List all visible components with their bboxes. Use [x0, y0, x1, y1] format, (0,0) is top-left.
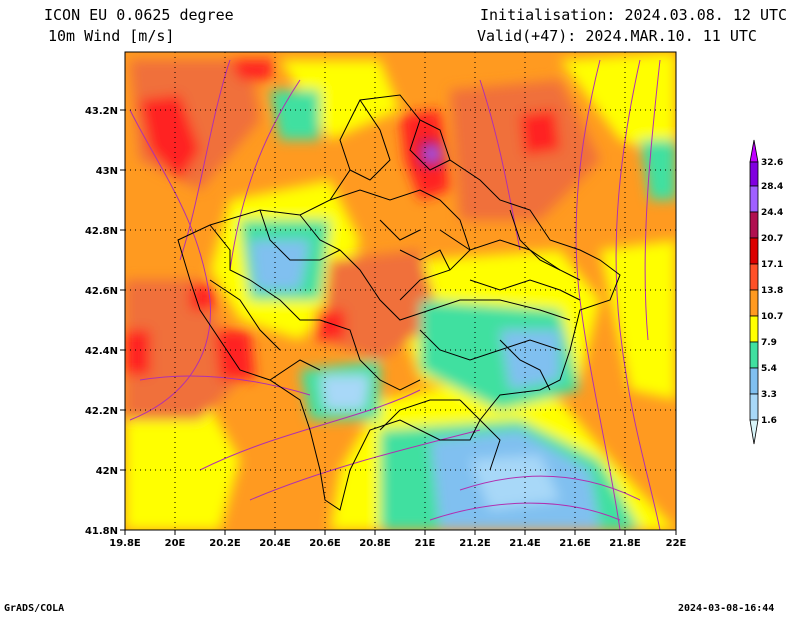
colorbar-swatch [749, 341, 759, 369]
software-credit: GrADS/COLA [4, 603, 65, 614]
colorbar [749, 139, 759, 445]
initialisation-time: Initialisation: 2024.03.08. 12 UTC [480, 6, 788, 24]
map-frame [124, 51, 677, 531]
colorbar-label: 1.6 [761, 416, 777, 426]
lat-tick-label: 42N [96, 466, 118, 477]
colorbar-label: 13.8 [761, 286, 783, 296]
lat-tick-label: 42.4N [85, 346, 118, 357]
colorbar-swatch [749, 393, 759, 421]
lat-tick-label: 41.8N [85, 526, 118, 537]
colorbar-label: 24.4 [761, 208, 783, 218]
lon-tick-label: 20.4E [259, 538, 291, 549]
lon-tick-label: 20.2E [209, 538, 241, 549]
colorbar-swatch [749, 315, 759, 343]
lat-tick-label: 43N [96, 166, 118, 177]
variable-title: 10m Wind [m/s] [48, 27, 175, 45]
colorbar-swatch [749, 211, 759, 239]
lon-tick-label: 20.6E [309, 538, 341, 549]
colorbar-label: 7.9 [761, 338, 777, 348]
lon-tick-label: 19.8E [109, 538, 141, 549]
lon-tick-label: 22E [666, 538, 687, 549]
streamlines [129, 59, 661, 530]
lon-tick-label: 21.2E [459, 538, 491, 549]
lat-tick-label: 42.2N [85, 406, 118, 417]
colorbar-label: 3.3 [761, 390, 777, 400]
generation-timestamp: 2024-03-08-16:44 [678, 603, 775, 614]
colorbar-labels: 1.6 3.3 5.4 7.9 10.7 13.8 17.1 20.7 24.4… [761, 158, 783, 426]
lat-tick-label: 42.6N [85, 286, 118, 297]
colorbar-top-arrow [749, 139, 759, 163]
colorbar-swatch [749, 237, 759, 265]
colorbar-label: 32.6 [761, 158, 783, 168]
lon-tick-label: 21.4E [509, 538, 541, 549]
lon-tick-label: 21.6E [559, 538, 591, 549]
lat-tick-labels: 41.8N 42N 42.2N 42.4N 42.6N 42.8N 43N 43… [85, 106, 118, 537]
boundaries [177, 94, 621, 511]
gridlines [125, 52, 676, 530]
valid-time: Valid(+47): 2024.MAR.10. 11 UTC [477, 27, 757, 45]
lon-tick-labels: 19.8E 20E 20.2E 20.4E 20.6E 20.8E 21E 21… [109, 538, 686, 549]
colorbar-label: 28.4 [761, 182, 783, 192]
wind-speed-field [125, 52, 676, 530]
colorbar-swatch [749, 185, 759, 213]
colorbar-label: 10.7 [761, 312, 783, 322]
lat-tick-label: 43.2N [85, 106, 118, 117]
lon-tick-label: 21.8E [609, 538, 641, 549]
colorbar-swatch [749, 289, 759, 317]
colorbar-bottom-arrow [749, 419, 759, 445]
tick-marks [120, 109, 677, 535]
colorbar-swatch [749, 367, 759, 395]
lon-tick-label: 20.8E [359, 538, 391, 549]
model-title: ICON EU 0.0625 degree [44, 6, 234, 24]
colorbar-swatch [749, 263, 759, 291]
colorbar-label: 5.4 [761, 364, 777, 374]
colorbar-label: 20.7 [761, 234, 783, 244]
lon-tick-label: 20E [165, 538, 186, 549]
colorbar-label: 17.1 [761, 260, 783, 270]
lon-tick-label: 21E [415, 538, 436, 549]
colorbar-swatch [749, 161, 759, 187]
lat-tick-label: 42.8N [85, 226, 118, 237]
